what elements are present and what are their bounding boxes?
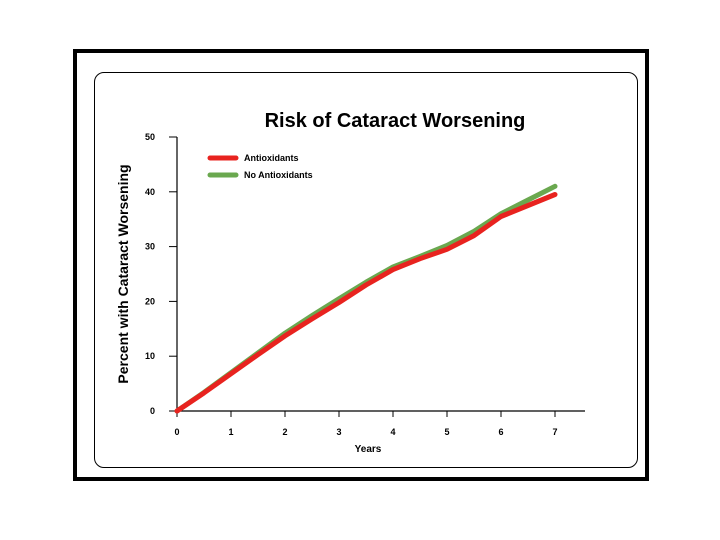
y-tick-label: 0 [150,406,155,416]
x-tick-label: 5 [444,427,449,437]
x-tick-label: 2 [282,427,287,437]
y-tick-label: 40 [145,187,155,197]
series-line-antioxidants [174,192,558,414]
x-axis-label: Years [355,444,382,455]
x-tick-label: 7 [552,427,557,437]
y-tick-label: 30 [145,242,155,252]
legend-label: No Antioxidants [244,170,313,180]
legend-label: Antioxidants [244,153,299,163]
x-tick-label: 0 [174,427,179,437]
ticks: 0 1 2 3 4 5 6 7 0 10 20 30 40 50 [145,132,558,437]
series-lines [174,183,558,414]
y-tick-label: 20 [145,296,155,306]
chart-panel [94,72,638,468]
x-tick-label: 6 [498,427,503,437]
x-tick-label: 1 [228,427,233,437]
y-axis-label: Percent with Cataract Worsening [115,164,131,383]
axes [176,137,585,412]
y-tick-label: 10 [145,351,155,361]
legend: Antioxidants No Antioxidants [207,153,313,180]
x-tick-label: 4 [390,427,395,437]
x-tick-label: 3 [336,427,341,437]
chart-title: Risk of Cataract Worsening [265,110,526,132]
y-tick-label: 50 [145,132,155,142]
